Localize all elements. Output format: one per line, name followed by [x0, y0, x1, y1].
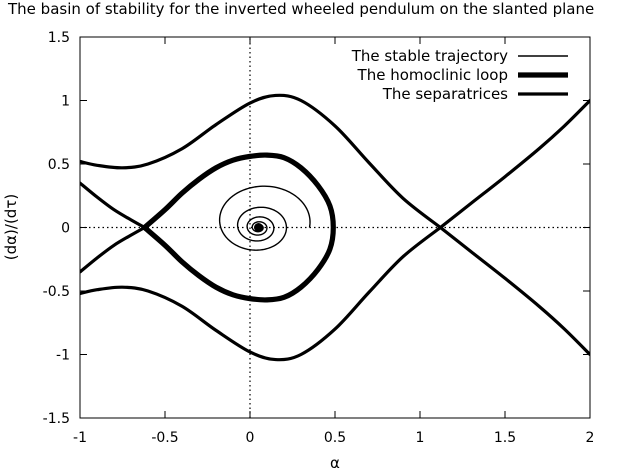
homoclinic-loop-line [142, 152, 336, 303]
separatrix-branch-0 [80, 181, 147, 230]
separatrix-branch-3 [80, 225, 442, 362]
x-tick-label: 2 [586, 430, 595, 446]
y-tick-label: -1.5 [43, 411, 70, 427]
stable-trajectory-line [218, 185, 311, 251]
y-axis-label: (dα)/(dτ) [2, 194, 20, 260]
y-axis: -1.5 -1 -0.5 0 0.5 1 1.5 [43, 30, 590, 427]
x-tick-label: 1 [416, 430, 425, 446]
zero-lines [80, 37, 590, 418]
y-tick-label: -0.5 [43, 284, 70, 300]
x-tick-label: -0.5 [151, 430, 178, 446]
chart-title: The basin of stability for the inverted … [7, 0, 594, 18]
legend-label: The homoclinic loop [357, 66, 508, 84]
y-tick-label: 1 [61, 94, 70, 110]
x-tick-label: 0 [246, 430, 255, 446]
y-tick-label: 0.5 [48, 157, 70, 173]
separatrix-branch-1 [80, 225, 147, 274]
x-tick-label: 0.5 [324, 430, 346, 446]
separatrix-branch-4 [438, 98, 590, 230]
x-tick-label: -1 [73, 430, 87, 446]
y-tick-label: -1 [56, 348, 70, 364]
legend-label: The separatrices [382, 85, 508, 103]
equilibrium-point [254, 223, 263, 232]
y-tick-label: 1.5 [48, 30, 70, 46]
separatrix-branch-5 [438, 225, 590, 357]
x-axis-label: α [330, 454, 340, 472]
series-layer [80, 93, 590, 362]
separatrix-branch-2 [80, 93, 442, 230]
x-axis: -1 -0.5 0 0.5 1 1.5 2 [73, 37, 594, 446]
legend-label: The stable trajectory [351, 47, 508, 65]
x-tick-label: 1.5 [494, 430, 516, 446]
y-tick-label: 0 [61, 221, 70, 237]
